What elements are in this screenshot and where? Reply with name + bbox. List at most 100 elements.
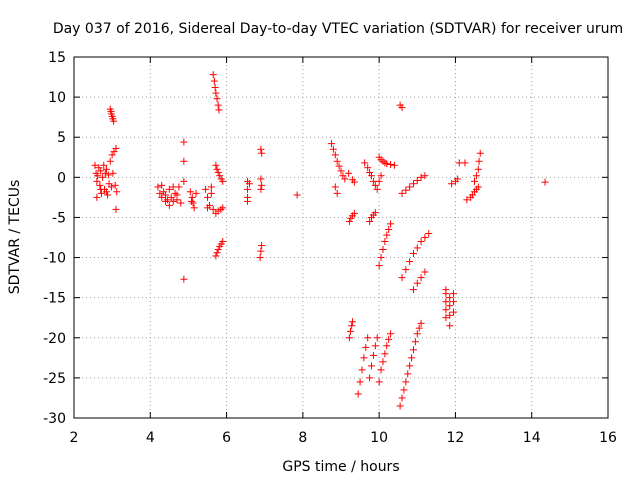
data-point [102,188,110,196]
data-point [169,197,177,205]
data-point [331,183,339,191]
data-point [411,338,419,346]
data-point [107,183,115,191]
data-point [257,185,265,193]
data-point [390,161,398,169]
data-point [375,177,383,185]
data-point [180,138,188,146]
data-point [387,330,395,338]
data-point [214,169,222,177]
data-point [406,362,414,370]
data-point [442,314,450,322]
data-point [202,185,210,193]
x-tick-label: 8 [298,430,307,446]
data-point [256,254,264,262]
data-point [187,197,195,205]
y-tick-label: -5 [52,210,66,226]
data-point [472,172,480,180]
data-point [377,366,385,374]
data-point [402,378,410,386]
data-point [213,165,221,173]
data-point [375,262,383,270]
data-point [348,318,356,326]
data-point [215,106,223,114]
y-tick-label: 5 [57,130,66,146]
data-point [425,229,433,237]
data-point [360,354,368,362]
data-point [165,185,173,193]
data-points [91,71,549,410]
data-point [368,172,376,180]
data-point [446,311,454,319]
y-tick-label: 10 [48,90,66,106]
data-point [110,148,118,156]
data-point [93,193,101,201]
data-point [192,189,200,197]
data-point [398,104,406,112]
data-point [421,234,429,241]
data-point [244,185,252,193]
data-point [169,183,177,191]
x-tick-label: 16 [599,430,617,446]
data-point [171,189,179,197]
data-point [415,324,423,332]
data-point [162,191,170,199]
data-point [383,160,391,168]
data-point [258,149,266,157]
data-point [345,169,353,177]
data-point [361,159,369,167]
data-point [209,71,217,79]
data-point [210,77,218,85]
data-point [366,374,374,382]
data-point [398,274,406,282]
data-point [104,191,112,199]
data-point [373,334,381,342]
x-tick-label: 14 [523,430,541,446]
data-point [413,244,421,252]
data-point [381,350,389,358]
data-point [258,242,266,250]
data-point [362,343,370,351]
data-point [406,258,414,266]
data-point [381,159,389,167]
data-point [188,193,196,201]
data-point [91,161,99,169]
data-point [461,159,469,167]
gridlines [74,57,608,418]
data-point [212,89,220,97]
data-point [400,386,408,394]
data-point [442,286,450,294]
data-point [381,238,389,246]
data-point [207,183,215,191]
data-point [474,165,482,173]
y-tick-label: -20 [43,331,66,347]
data-point [364,334,372,342]
data-point [293,191,301,199]
data-point [167,193,175,201]
data-point [204,204,211,212]
data-point [102,165,110,173]
data-point [377,254,385,262]
data-point [97,185,105,193]
data-point [93,177,101,185]
data-point [417,238,425,246]
data-point [112,144,120,152]
data-point [450,298,458,306]
data-point [348,322,356,330]
data-point [204,193,211,201]
data-point [371,342,379,350]
axis-ticks: 2 4 6 8 10 12 14 16 -30 -25 -20 -15 -10 -5 0 5 10 15 [43,50,617,446]
data-point [369,351,377,359]
data-point [180,177,188,185]
data-point [154,183,162,191]
data-point [402,266,410,274]
data-point [356,378,364,386]
data-point [207,189,215,197]
data-point [327,140,335,148]
data-point [421,268,429,276]
data-point [450,290,458,298]
data-point [409,250,417,258]
data-point [368,362,376,370]
data-point [244,197,252,205]
data-point [97,189,105,197]
